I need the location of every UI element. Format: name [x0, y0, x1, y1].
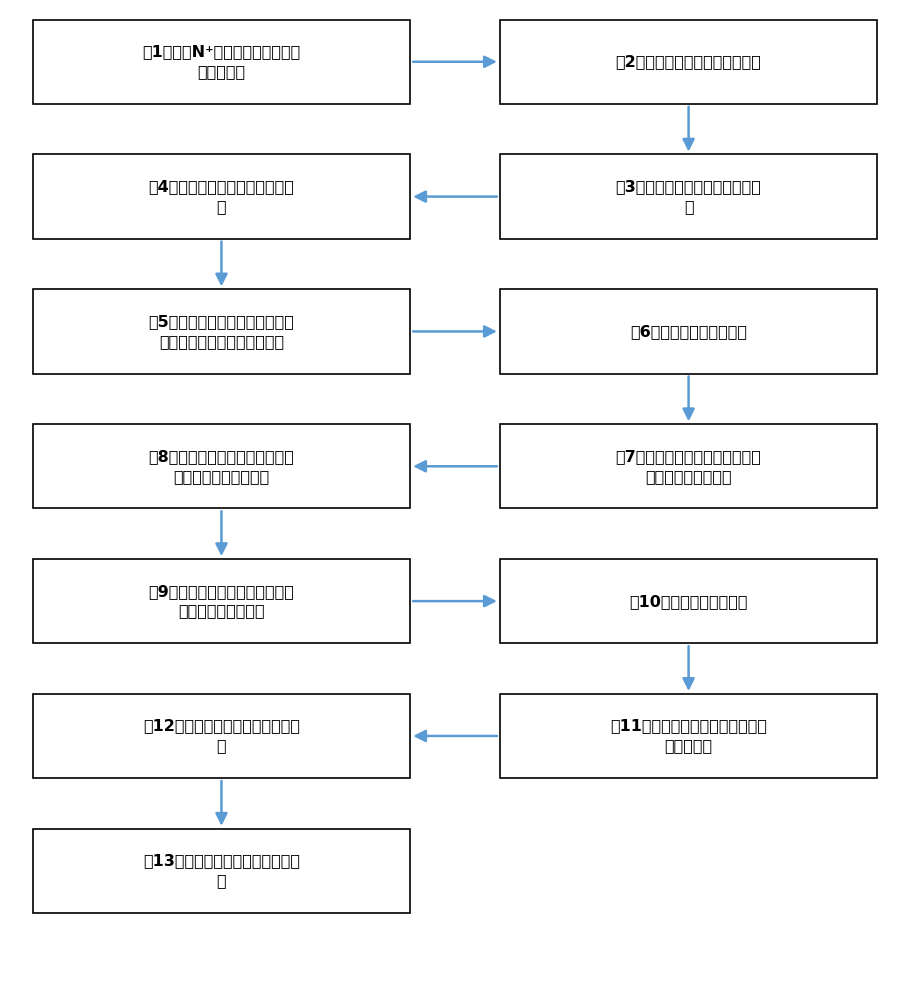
Text: 第9步，在阱区内多次选择性氮离
子注入，形成发射区: 第9步，在阱区内多次选择性氮离 子注入，形成发射区 — [149, 584, 294, 619]
FancyBboxPatch shape — [33, 289, 410, 374]
FancyBboxPatch shape — [500, 694, 878, 778]
Text: 第8步，在阱区内多次选择性铝离
子注入，形成阱接触区: 第8步，在阱区内多次选择性铝离 子注入，形成阱接触区 — [149, 449, 294, 484]
FancyBboxPatch shape — [500, 20, 878, 104]
FancyBboxPatch shape — [33, 694, 410, 778]
Text: 第6步，去除衬底及过渡层: 第6步，去除衬底及过渡层 — [630, 324, 747, 339]
FancyBboxPatch shape — [33, 20, 410, 104]
Text: 第1步，在N⁺碳化硅衬底片上外延
生长过渡层: 第1步，在N⁺碳化硅衬底片上外延 生长过渡层 — [142, 44, 301, 79]
Text: 第3步，在漂移层上外延生长缓冲
层: 第3步，在漂移层上外延生长缓冲 层 — [615, 179, 761, 214]
FancyBboxPatch shape — [33, 559, 410, 643]
FancyBboxPatch shape — [500, 559, 878, 643]
FancyBboxPatch shape — [500, 424, 878, 508]
Text: 第7步，在漂移层上多次选择性铝
离子注入，形成阱区: 第7步，在漂移层上多次选择性铝 离子注入，形成阱区 — [615, 449, 761, 484]
Text: 第12步，淀积形成发射极接触金属
层: 第12步，淀积形成发射极接触金属 层 — [143, 719, 300, 753]
Text: 第11步，在绝缘栅上淀积金属铝作
为栅极金属: 第11步，在绝缘栅上淀积金属铝作 为栅极金属 — [610, 719, 768, 753]
FancyBboxPatch shape — [33, 154, 410, 239]
Text: 第5步，在抽出层中多次选择性铝
离子注入，形成集电极注入区: 第5步，在抽出层中多次选择性铝 离子注入，形成集电极注入区 — [149, 314, 294, 349]
Text: 第13步，淀积形成集电极接触金属
层: 第13步，淀积形成集电极接触金属 层 — [143, 853, 300, 888]
FancyBboxPatch shape — [500, 154, 878, 239]
FancyBboxPatch shape — [500, 289, 878, 374]
FancyBboxPatch shape — [33, 424, 410, 508]
Text: 第2步，在过渡层上外延生漂移层: 第2步，在过渡层上外延生漂移层 — [615, 54, 761, 69]
FancyBboxPatch shape — [33, 829, 410, 913]
Text: 第4步，在缓冲层上外延生长抽出
层: 第4步，在缓冲层上外延生长抽出 层 — [149, 179, 294, 214]
Text: 第10步，氧化形成绝缘栅: 第10步，氧化形成绝缘栅 — [629, 594, 748, 609]
